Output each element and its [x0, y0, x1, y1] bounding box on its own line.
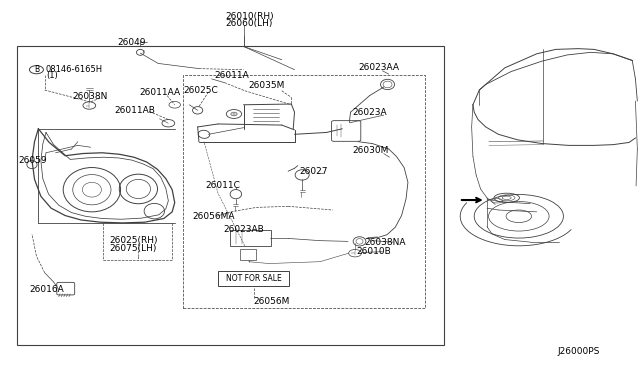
Text: 26023AA: 26023AA: [358, 62, 399, 72]
Text: 26023A: 26023A: [352, 108, 387, 117]
Text: B: B: [34, 65, 39, 74]
Text: 26025C: 26025C: [184, 86, 218, 95]
Text: 26011A: 26011A: [214, 71, 249, 80]
Text: 26056M: 26056M: [253, 297, 290, 306]
FancyBboxPatch shape: [241, 249, 256, 260]
Text: 26025(RH): 26025(RH): [109, 236, 158, 245]
Text: 26038N: 26038N: [73, 92, 108, 101]
Text: 26023AB: 26023AB: [223, 225, 264, 234]
Text: 26016A: 26016A: [29, 285, 64, 294]
Text: J26000PS: J26000PS: [557, 347, 600, 356]
Text: 26035M: 26035M: [248, 81, 285, 90]
Text: 26010B: 26010B: [356, 247, 391, 256]
Text: 26075(LH): 26075(LH): [109, 244, 157, 253]
Text: 26011AA: 26011AA: [139, 89, 180, 97]
Text: 26030M: 26030M: [352, 147, 388, 155]
FancyBboxPatch shape: [230, 230, 271, 246]
FancyBboxPatch shape: [332, 121, 361, 141]
Text: NOT FOR SALE: NOT FOR SALE: [226, 274, 282, 283]
Text: 26059: 26059: [18, 156, 47, 166]
Text: 26010(RH): 26010(RH): [226, 12, 275, 21]
FancyBboxPatch shape: [218, 271, 289, 286]
Text: 26038NA: 26038NA: [365, 238, 406, 247]
Text: 26011AB: 26011AB: [115, 106, 156, 115]
Text: 26049: 26049: [117, 38, 146, 46]
Text: (1): (1): [46, 71, 58, 80]
Text: 26056MA: 26056MA: [193, 212, 235, 221]
Text: 08146-6165H: 08146-6165H: [46, 65, 103, 74]
Text: 26011C: 26011C: [205, 182, 240, 190]
FancyBboxPatch shape: [57, 282, 75, 295]
Text: 26060(LH): 26060(LH): [226, 19, 273, 28]
Text: 26027: 26027: [299, 167, 328, 176]
